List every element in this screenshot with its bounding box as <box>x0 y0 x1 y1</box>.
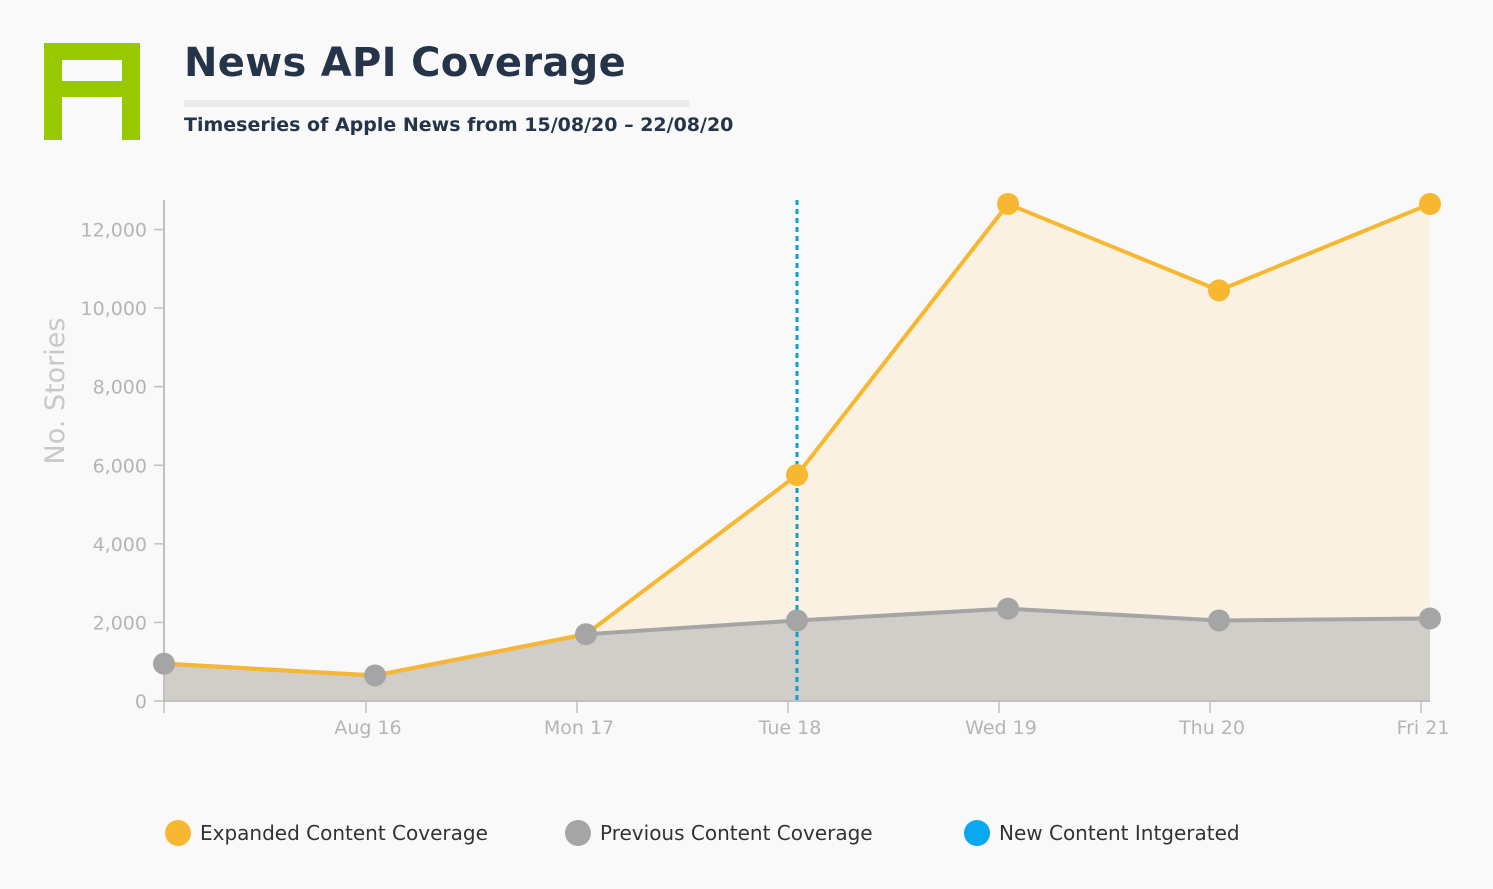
x-tick-label: Aug 16 <box>334 717 401 739</box>
y-tick-label: 8,000 <box>93 377 147 399</box>
page-subtitle: Timeseries of Apple News from 15/08/20 –… <box>184 114 734 136</box>
previous-point[interactable] <box>1208 609 1230 632</box>
page-title: News API Coverage <box>184 40 626 86</box>
y-tick-label: 0 <box>135 691 147 713</box>
y-tick-label: 2,000 <box>93 612 147 634</box>
previous-point[interactable] <box>786 609 808 632</box>
previous-point[interactable] <box>364 664 386 687</box>
legend-dot-new-content <box>964 820 990 846</box>
x-tick-label: Fri 21 <box>1397 717 1450 739</box>
title-divider <box>184 100 689 107</box>
aylien-logo-icon <box>44 43 140 140</box>
y-tick-label: 12,000 <box>81 220 147 242</box>
x-tick-label: Mon 17 <box>544 717 614 739</box>
legend-item-new-content[interactable]: New Content Intgerated <box>964 820 1240 846</box>
previous-point[interactable] <box>1419 607 1441 630</box>
x-tick-label: Wed 19 <box>965 717 1037 739</box>
y-tick-label: 10,000 <box>81 298 147 320</box>
expanded-point[interactable] <box>1208 279 1230 302</box>
legend-dot-previous <box>565 820 591 846</box>
y-tick-label: 4,000 <box>93 534 147 556</box>
expanded-coverage-area <box>164 203 1430 701</box>
expanded-coverage-points <box>786 192 1441 487</box>
chart-legend: Expanded Content Coverage Previous Conte… <box>0 820 1493 850</box>
legend-item-expanded[interactable]: Expanded Content Coverage <box>165 820 488 846</box>
legend-item-previous[interactable]: Previous Content Coverage <box>565 820 873 846</box>
x-tick-label: Thu 20 <box>1178 717 1245 739</box>
y-axis-label: No. Stories <box>40 318 71 465</box>
logo-shape <box>44 43 140 140</box>
previous-point[interactable] <box>997 597 1019 620</box>
y-axis-ticks: 0 2,000 4,000 6,000 8,000 10,000 12,000 <box>81 220 164 713</box>
previous-point[interactable] <box>153 652 175 675</box>
x-tick-label: Tue 18 <box>758 717 822 739</box>
legend-label-previous: Previous Content Coverage <box>600 821 873 845</box>
legend-label-expanded: Expanded Content Coverage <box>200 821 488 845</box>
x-axis-ticks: Aug 16 Mon 17 Tue 18 Wed 19 Thu 20 Fri 21 <box>163 701 1450 739</box>
y-tick-label: 6,000 <box>93 455 147 477</box>
legend-dot-expanded <box>165 820 191 846</box>
legend-label-new-content: New Content Intgerated <box>999 821 1240 845</box>
previous-point[interactable] <box>575 623 597 646</box>
previous-coverage-points <box>153 597 1441 687</box>
expanded-point[interactable] <box>997 192 1019 215</box>
expanded-point[interactable] <box>786 464 808 487</box>
expanded-point[interactable] <box>1419 192 1441 215</box>
